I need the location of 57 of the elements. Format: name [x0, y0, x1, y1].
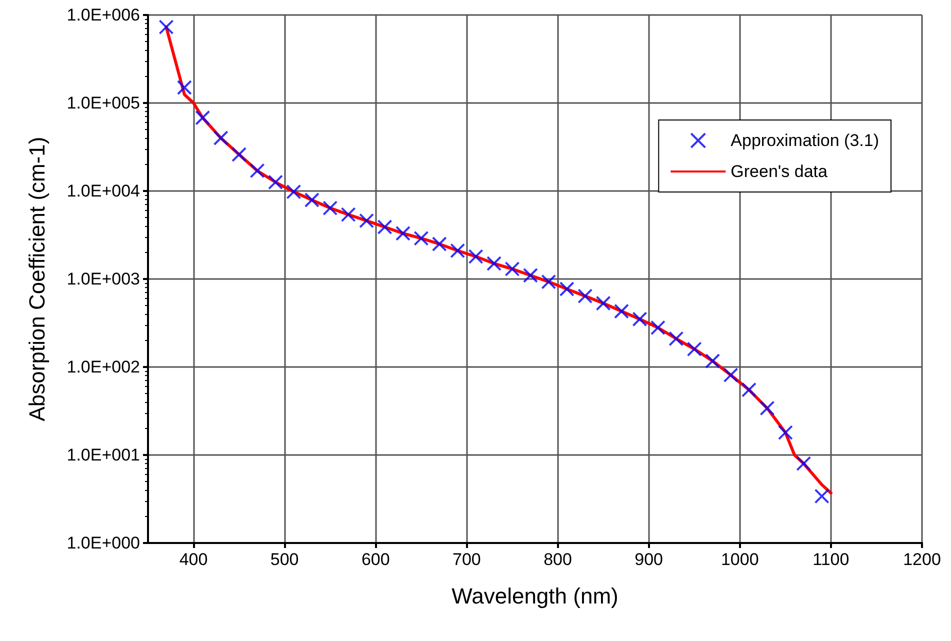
x-tick-label: 1100 [812, 550, 850, 569]
x-tick-label: 1000 [720, 550, 759, 569]
x-tick-label: 500 [270, 550, 299, 569]
x-tick-label: 600 [361, 550, 390, 569]
point [213, 130, 228, 146]
point [395, 226, 410, 241]
legend-label: Approximation (3.1) [730, 131, 879, 150]
point [723, 368, 738, 383]
y-axis-title: Absorption Coefficient (cm-1) [24, 136, 50, 422]
point [504, 261, 520, 276]
point [632, 312, 648, 327]
point [559, 281, 574, 296]
point [596, 296, 611, 311]
x-tick-label: 700 [452, 550, 481, 569]
point [741, 382, 756, 398]
x-tick-label: 800 [544, 550, 572, 569]
point [760, 400, 775, 416]
point [322, 200, 338, 216]
point [340, 207, 356, 222]
point [778, 425, 793, 440]
y-tick-label: 1.0E+001 [66, 446, 140, 464]
point [432, 236, 447, 252]
point [414, 230, 429, 246]
x-tick-label: 1200 [903, 550, 941, 569]
x-tick-label: 400 [179, 550, 208, 569]
point [195, 110, 210, 126]
point [286, 184, 302, 200]
legend-label: Green's data [730, 162, 828, 181]
y-tick-label: 1.0E+000 [66, 534, 140, 552]
x-tick-label: 900 [634, 550, 664, 569]
point [814, 488, 830, 504]
point [176, 80, 192, 96]
point [650, 320, 666, 336]
point [705, 354, 720, 368]
point [614, 304, 630, 319]
point [578, 288, 593, 304]
point [468, 249, 484, 264]
point [668, 331, 684, 346]
y-tick-label: 1.0E+004 [66, 182, 140, 200]
point [377, 219, 392, 234]
point [232, 146, 247, 162]
y-tick-label: 1.0E+005 [66, 94, 140, 112]
y-tick-label: 1.0E+003 [66, 270, 140, 288]
point [158, 20, 174, 35]
x-axis-title: Wavelength (nm) [452, 584, 618, 608]
point [268, 174, 283, 190]
point [686, 342, 702, 357]
point [486, 256, 502, 272]
point [304, 192, 320, 208]
y-tick-label: 1.0E+002 [66, 358, 140, 376]
point [796, 456, 812, 472]
point [359, 213, 374, 228]
y-tick-label: 1.0E+006 [66, 6, 140, 24]
point [250, 163, 265, 178]
point [541, 274, 556, 290]
point [522, 268, 538, 283]
point [450, 243, 466, 258]
